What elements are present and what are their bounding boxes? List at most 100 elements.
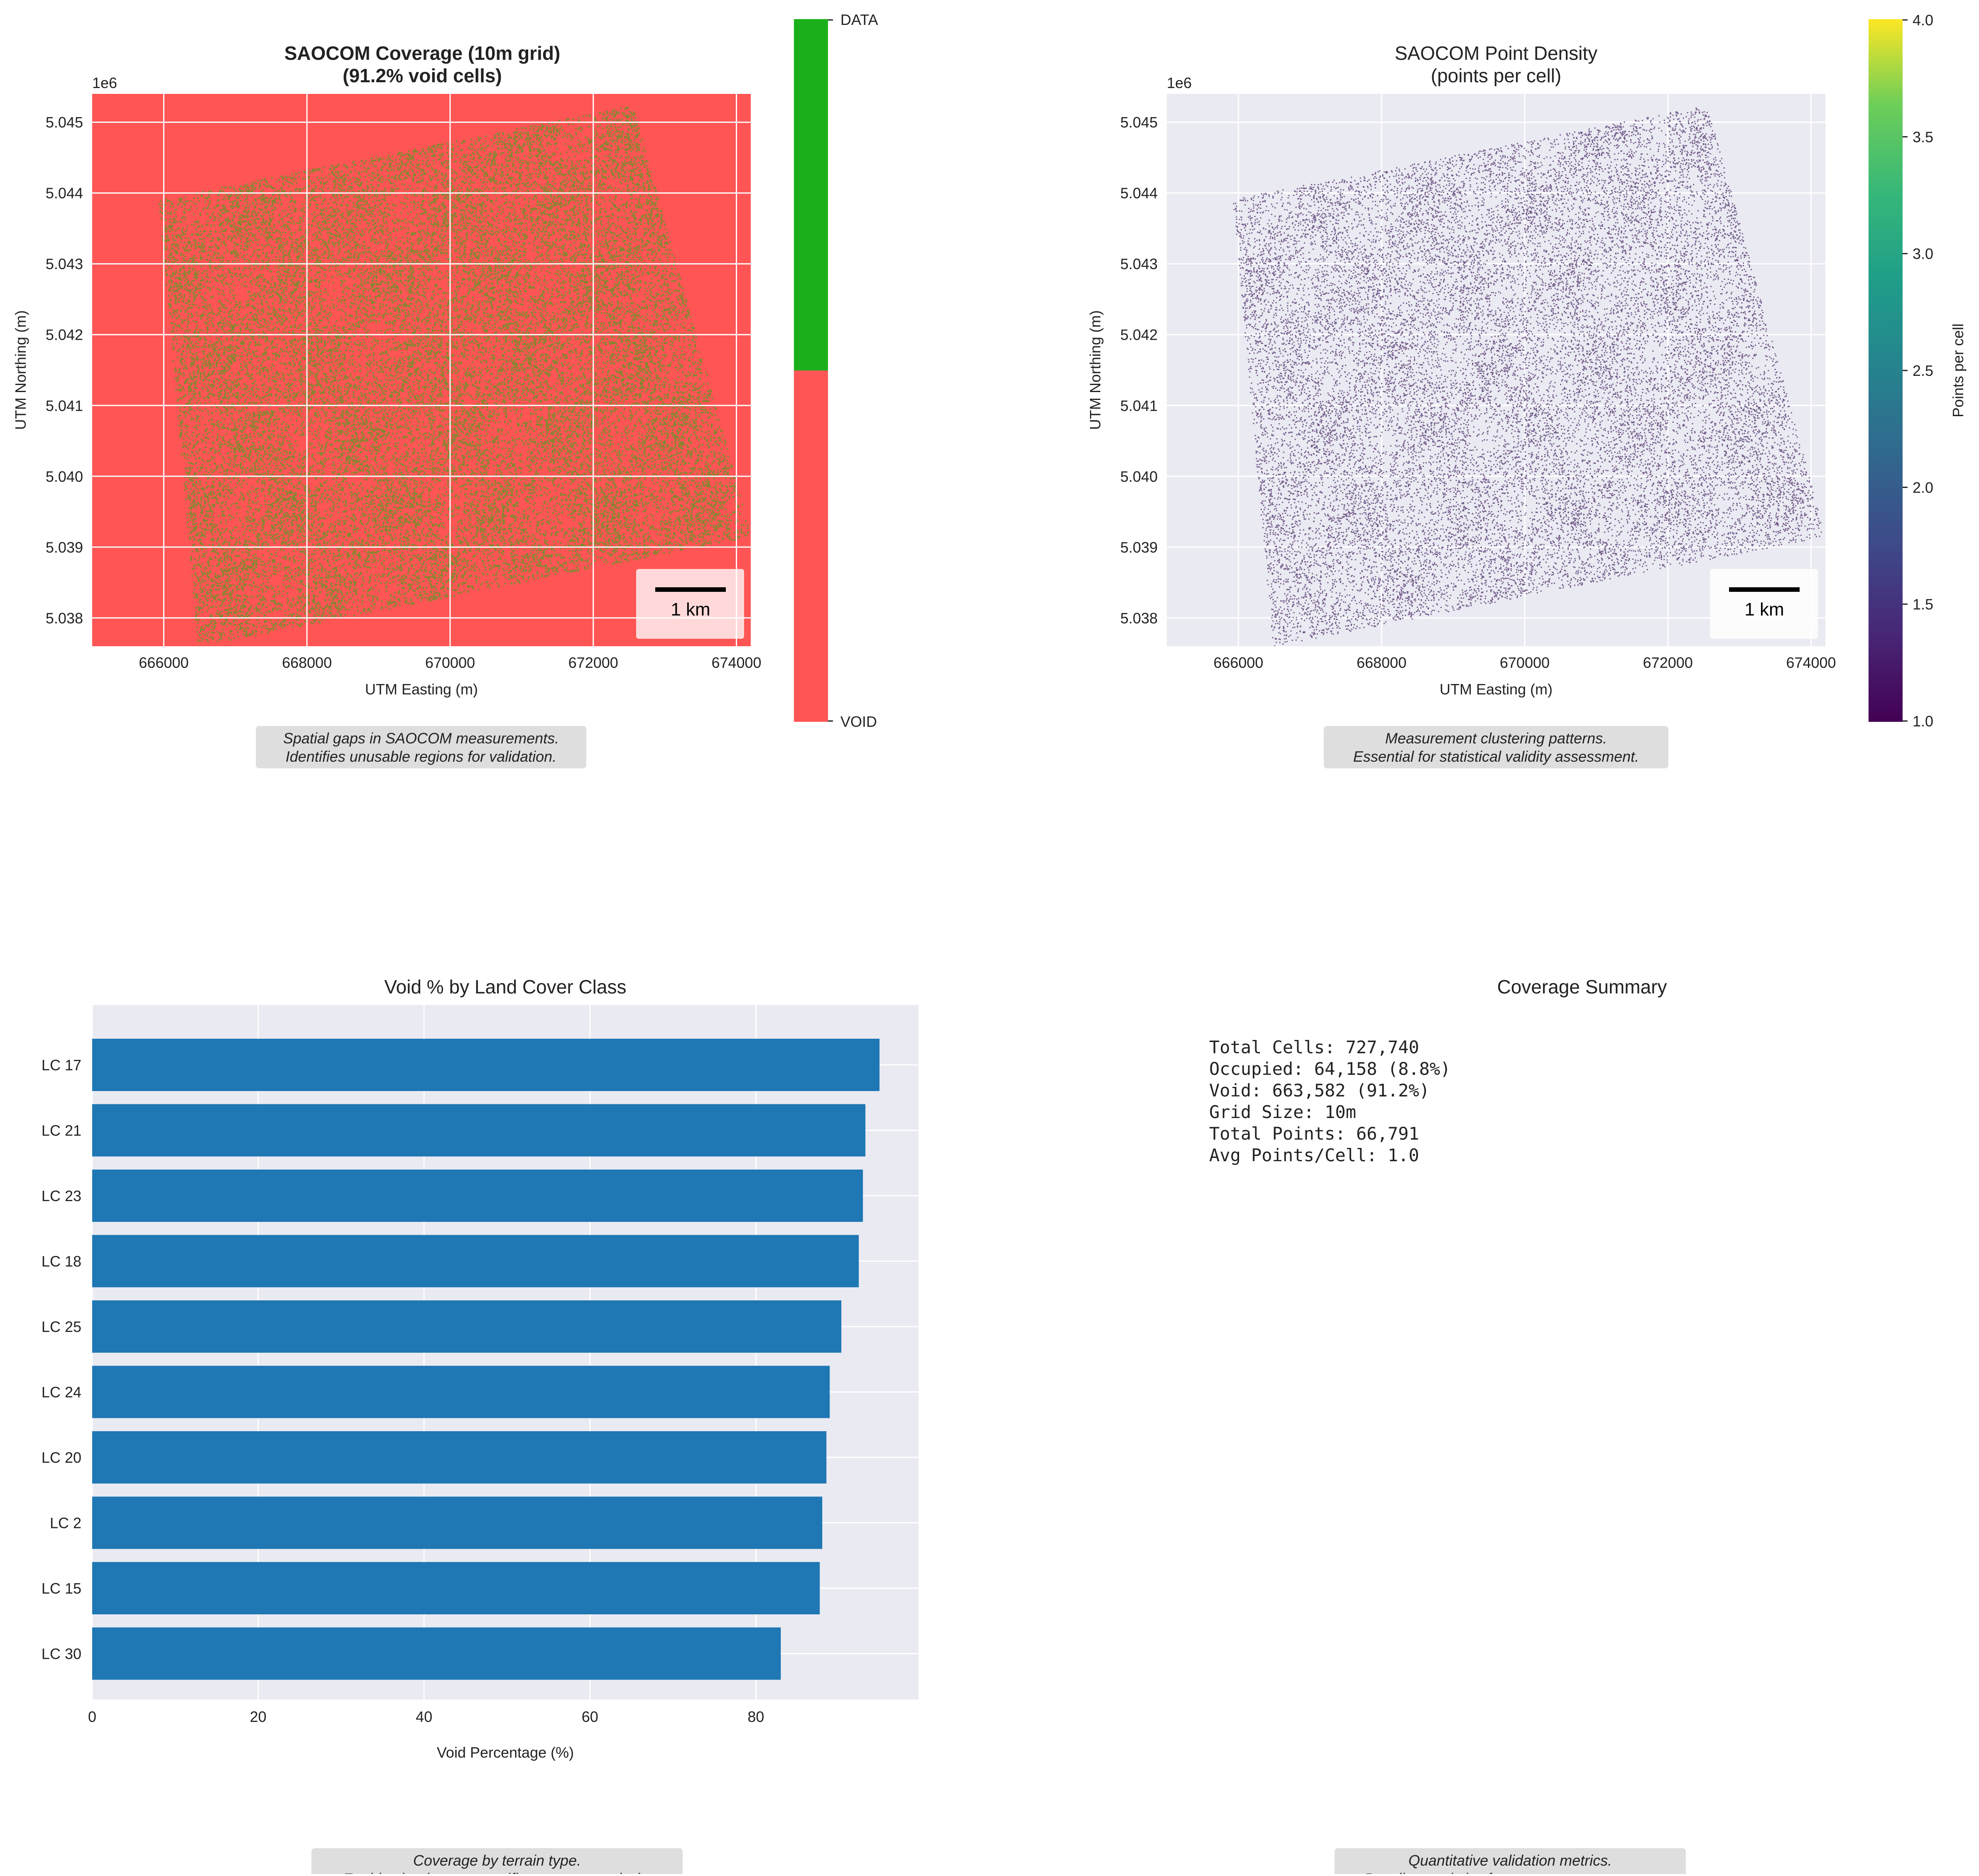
bar-lc-18 [92,1235,859,1287]
bar-chart-caption-line1: Coverage by terrain type. [413,1852,581,1869]
coverage-scale-bar-line [655,587,726,592]
bar-lc-30 [92,1628,781,1680]
density-x-axis-label: UTM Easting (m) [1440,681,1553,698]
bar-lc-15 [92,1562,820,1614]
summary-line-avg-points: Avg Points/Cell: 1.0 [1209,1145,1419,1165]
bar-chart-caption-line2: Enables land-cover-specific accuracy ana… [343,1870,652,1874]
density-caption: Measurement clustering patterns. Essenti… [1324,726,1668,768]
density-map-background [1167,94,1825,646]
density-colorbar-tick-label: 3.0 [1913,245,1933,262]
colorbar-void-segment [794,370,828,722]
density-scale-bar: 1 km [1710,569,1818,639]
coverage-y-tick-label: 5.040 [46,468,83,485]
coverage-scale-bar-label: 1 km [671,599,710,620]
bar-lc-21 [92,1104,865,1157]
density-scale-bar-line [1729,587,1800,592]
density-colorbar-tick-label: 1.0 [1913,713,1933,730]
bar-chart-x-axis-label: Void Percentage (%) [437,1744,574,1761]
bar-chart-x-tick-label: 20 [250,1708,267,1725]
coverage-y-tick-label: 5.044 [46,185,83,202]
density-x-tick-label: 670000 [1500,654,1550,671]
colorbar-data-segment [794,19,828,370]
summary-title: Coverage Summary [1497,976,1667,998]
coverage-x-tick-label: 666000 [139,654,189,671]
density-title-line2: (points per cell) [1431,65,1561,86]
coverage-offset-text: 1e6 [92,74,117,91]
density-colorbar-tick-label: 2.0 [1913,479,1933,496]
bar-chart-title: Void % by Land Cover Class [385,976,627,998]
colorbar-void-label: VOID [840,713,877,730]
summary-caption: Quantitative validation metrics. Baselin… [1335,1848,1686,1874]
coverage-y-tick-label: 5.041 [46,397,83,414]
coverage-x-tick-label: 674000 [711,654,761,671]
density-colorbar-label: Points per cell [1950,324,1967,417]
summary-caption-line2: Baseline statistics for accuracy assessm… [1364,1870,1656,1874]
coverage-title-line2: (91.2% void cells) [343,65,502,86]
density-title-line1: SAOCOM Point Density [1395,42,1597,64]
density-y-tick-label: 5.038 [1120,610,1158,627]
density-x-tick-label: 674000 [1786,654,1836,671]
bar-chart-y-tick-label: LC 21 [42,1122,81,1139]
coverage-x-tick-label: 668000 [282,654,332,671]
density-scale-bar-label: 1 km [1744,599,1784,620]
density-y-tick-label: 5.043 [1120,255,1158,272]
coverage-y-tick-label: 5.039 [46,539,83,556]
density-colorbar-tick-label: 4.0 [1913,12,1933,29]
coverage-x-tick-label: 672000 [568,654,618,671]
coverage-title-line1: SAOCOM Coverage (10m grid) [284,42,561,64]
bar-lc-24 [92,1366,830,1418]
coverage-caption-line1: Spatial gaps in SAOCOM measurements. [283,730,559,747]
coverage-summary-panel: Coverage Summary Total Cells: 727,740 Oc… [1209,976,1686,1874]
coverage-x-tick-label: 670000 [425,654,475,671]
bar-chart-y-tick-label: LC 25 [42,1318,81,1335]
coverage-x-ticks: 666000 668000 670000 672000 674000 [139,654,761,671]
bar-chart-x-tick-label: 40 [416,1708,432,1725]
coverage-colorbar: DATA VOID [794,11,878,730]
density-caption-line2: Essential for statistical validity asses… [1353,748,1639,765]
bar-chart-y-tick-label: LC 15 [42,1580,81,1597]
density-x-tick-label: 668000 [1357,654,1406,671]
density-x-ticks: 666000 668000 670000 672000 674000 [1213,654,1836,671]
coverage-caption: Spatial gaps in SAOCOM measurements. Ide… [256,726,586,768]
density-y-tick-label: 5.042 [1120,326,1158,343]
bar-lc-17 [92,1039,879,1091]
bar-chart-y-tick-label: LC 18 [42,1253,81,1270]
coverage-map-background [92,94,751,646]
bar-chart-x-tick-label: 60 [582,1708,598,1725]
density-colorbar-tick-label: 3.5 [1913,128,1933,145]
colorbar-data-label: DATA [840,11,878,28]
bar-chart-y-tick-label: LC 20 [42,1449,81,1466]
density-y-tick-label: 5.044 [1120,185,1158,202]
density-y-tick-label: 5.041 [1120,397,1158,414]
coverage-scale-bar: 1 km [636,569,744,639]
coverage-y-tick-label: 5.043 [46,255,83,272]
bar-lc-2 [92,1497,822,1549]
bar-chart-y-tick-label: LC 2 [50,1515,81,1532]
density-caption-line1: Measurement clustering patterns. [1385,730,1607,747]
bar-chart-x-ticks: 0 20 40 60 80 [88,1708,764,1725]
density-x-tick-label: 672000 [1643,654,1693,671]
bar-chart-y-tick-label: LC 24 [42,1384,81,1401]
coverage-y-tick-label: 5.038 [46,610,83,627]
bar-lc-23 [92,1170,863,1222]
summary-line-total-points: Total Points: 66,791 [1209,1123,1419,1144]
summary-caption-line1: Quantitative validation metrics. [1408,1852,1612,1869]
coverage-caption-line2: Identifies unusable regions for validati… [286,748,556,765]
density-x-tick-label: 666000 [1213,654,1263,671]
density-y-axis-label: UTM Northing (m) [1087,310,1104,430]
density-colorbar-tick-label: 1.5 [1913,596,1933,613]
summary-line-occupied: Occupied: 64,158 (8.8%) [1209,1059,1451,1079]
density-panel: SAOCOM Point Density (points per cell) 1… [1087,12,1967,768]
summary-line-void: Void: 663,582 (91.2%) [1209,1080,1430,1101]
bar-chart-x-tick-label: 80 [747,1708,764,1725]
coverage-panel: SAOCOM Coverage (10m grid) (91.2% void c… [12,11,878,768]
density-y-tick-label: 5.045 [1120,114,1158,131]
bar-lc-25 [92,1300,841,1353]
bar-chart-y-tick-label: LC 17 [42,1057,81,1074]
summary-line-total-cells: Total Cells: 727,740 [1209,1037,1419,1057]
